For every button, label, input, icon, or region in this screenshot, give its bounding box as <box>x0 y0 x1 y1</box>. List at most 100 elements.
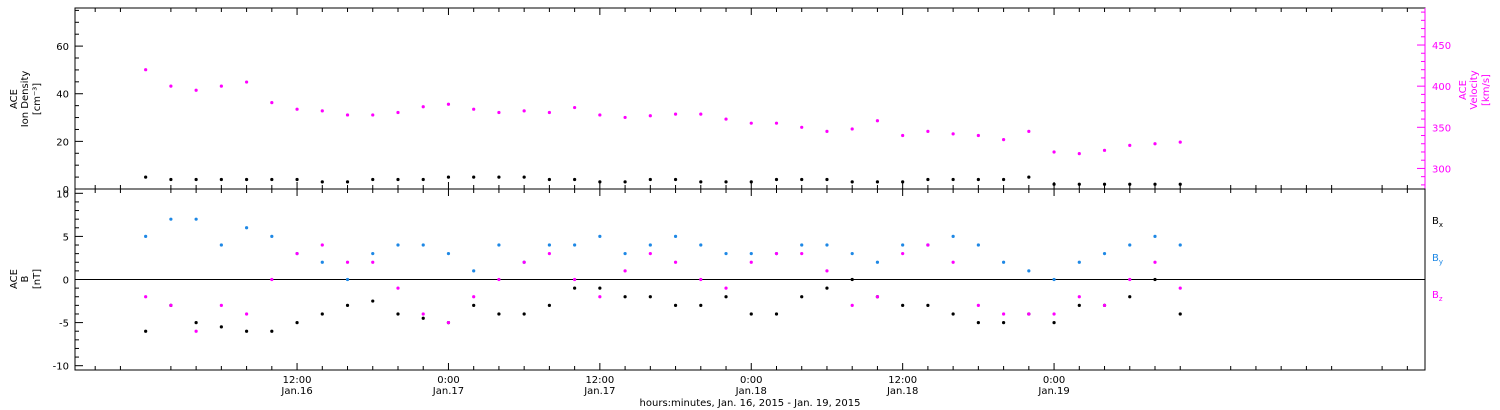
bottom-series-2-point <box>547 252 551 256</box>
bottom-series-1-point <box>951 234 955 239</box>
bottom-series-0-point <box>1077 303 1081 307</box>
top-series-0-point <box>1027 175 1031 179</box>
bottom-series-1-point <box>144 234 148 239</box>
bottom-series-2-point <box>749 260 753 264</box>
top-series-0-point <box>396 177 400 182</box>
bottom-series-2-point <box>472 295 476 299</box>
top-series-1-point <box>623 115 627 120</box>
top-series-1-point <box>320 109 324 113</box>
bottom-series-0-point <box>194 320 198 325</box>
top-series-0-point <box>1153 182 1157 186</box>
xtick-label-date-4: Jan.18 <box>886 386 918 397</box>
top-series-1-point <box>901 133 905 138</box>
bottom-series-0-point <box>749 312 753 316</box>
top-series-0-point <box>497 175 501 179</box>
top-series-0-point <box>295 177 299 182</box>
bottom-series-0-point <box>976 320 980 325</box>
top-series-1-point <box>976 133 980 138</box>
top-left-ytick-label-0: 0 <box>63 185 69 196</box>
top-series-1-point <box>825 129 829 134</box>
bottom-series-2-point <box>825 269 829 273</box>
top-series-1-point <box>724 117 728 121</box>
top-series-1-point <box>446 102 451 106</box>
bottom-series-0-point <box>1178 312 1182 316</box>
bottom-series-2-point <box>371 260 375 264</box>
bottom-series-2-point <box>194 329 198 333</box>
bottom-series-2-point <box>1153 260 1157 264</box>
bottom-series-0-point <box>825 286 829 290</box>
top-series-1-point <box>1027 129 1031 134</box>
bottom-series-0-point <box>371 299 375 303</box>
bottom-ytick-label-4: 10 <box>56 189 69 200</box>
bottom-series-2-point <box>774 252 779 256</box>
top-series-0-point <box>1077 182 1081 186</box>
bottom-ytick-label-0: -10 <box>53 362 69 373</box>
bottom-series-0-point <box>800 295 804 299</box>
top-panel-marks <box>144 68 1182 186</box>
top-series-1-point <box>194 88 198 92</box>
bottom-series-1-point <box>547 243 551 247</box>
bottom-series-2-point <box>623 269 627 273</box>
bottom-series-0-point <box>850 277 854 282</box>
top-series-0-point <box>522 175 526 179</box>
bottom-series-0-point <box>320 312 324 316</box>
top-left-y-axis: 0 20 40 60 <box>56 9 83 196</box>
top-series-1-point <box>169 84 173 88</box>
top-series-1-point <box>800 125 804 129</box>
top-series-0-point <box>144 175 148 179</box>
bottom-series-0-point <box>699 303 703 307</box>
bottom-series-1-point <box>699 243 703 247</box>
top-series-1-point <box>1001 138 1006 142</box>
bottom-ytick-label-2: 0 <box>63 276 69 287</box>
top-panel-density-velocity: 0 20 40 60 300 350 400 450 ACE Ion Density [cm… <box>9 7 1492 196</box>
bottom-series-0-point <box>1052 320 1056 325</box>
bottom-series-2-point <box>244 312 249 316</box>
bottom-series-1-point <box>1052 277 1056 282</box>
bottom-series-2-point <box>219 303 223 307</box>
top-series-1-point <box>850 127 854 131</box>
xtick-label-time-2: 12:00 <box>585 375 614 386</box>
bottom-series-0-point <box>1001 320 1006 325</box>
top-right-y-axis: 300 350 400 450 <box>1417 8 1451 189</box>
top-right-ytick-label-3: 450 <box>1432 41 1451 52</box>
bottom-series-1-point <box>472 269 476 273</box>
time-x-axis: 12:00Jan.160:00Jan.1712:00Jan.170:00Jan.… <box>94 8 1408 397</box>
top-series-1-point <box>345 113 350 117</box>
top-series-1-point <box>673 112 678 116</box>
bottom-series-0-point <box>1128 295 1132 299</box>
bottom-series-2-point <box>573 277 577 282</box>
bottom-series-0-point <box>472 303 476 307</box>
top-series-1-point <box>472 107 476 111</box>
density-ylabel-line1: ACE <box>9 89 20 109</box>
top-series-1-point <box>951 132 955 136</box>
bfield-ylabel-line1: ACE <box>9 269 20 289</box>
bottom-series-2-point <box>901 252 905 256</box>
top-right-ytick-label-1: 350 <box>1432 123 1451 134</box>
bottom-series-2-point <box>648 252 652 256</box>
top-series-0-point <box>699 180 703 184</box>
bottom-series-2-point <box>1001 312 1006 316</box>
bottom-left-y-axis: -10 -5 0 5 10 <box>53 189 1425 373</box>
bottom-series-2-point <box>850 303 854 307</box>
bottom-series-1-point <box>270 234 274 239</box>
xtick-label-time-1: 0:00 <box>437 375 459 386</box>
top-series-0-point <box>825 177 829 182</box>
bottom-series-0-point <box>573 286 577 290</box>
bottom-series-0-point <box>421 316 425 320</box>
top-series-0-point <box>194 177 198 182</box>
top-right-ytick-label-2: 400 <box>1432 82 1451 93</box>
bfield-ylabel-line2: B <box>20 275 31 282</box>
bottom-series-1-point <box>901 243 905 247</box>
xtick-label-date-5: Jan.19 <box>1037 386 1069 397</box>
bottom-series-1-point <box>1077 260 1081 264</box>
top-series-0-point <box>648 177 652 182</box>
bottom-series-2-point <box>673 260 678 264</box>
bottom-series-2-point <box>345 260 350 264</box>
bottom-series-2-point <box>396 286 400 290</box>
bottom-series-0-point <box>901 303 905 307</box>
top-series-0-point <box>724 180 728 184</box>
bottom-series-0-point <box>345 303 350 307</box>
top-series-1-point <box>749 121 753 125</box>
bottom-series-2-point <box>598 295 602 299</box>
